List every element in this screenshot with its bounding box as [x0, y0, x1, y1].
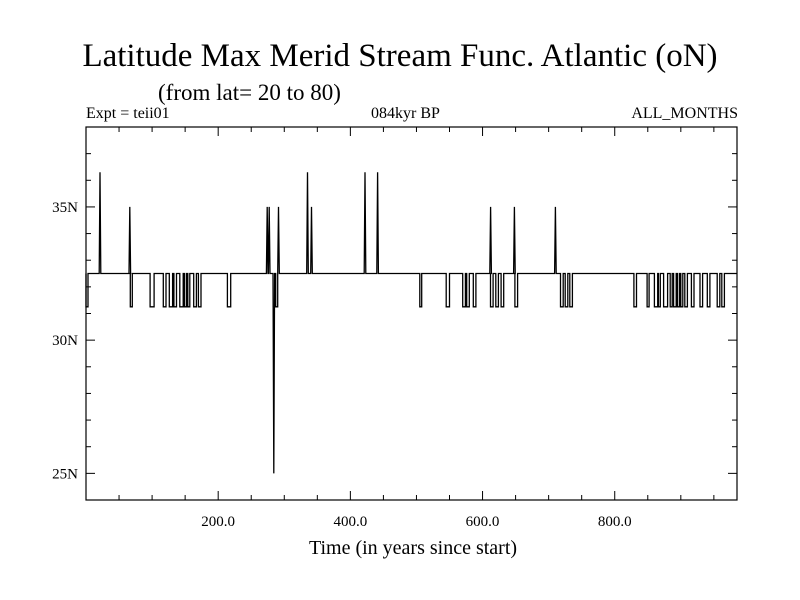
x-tick-label: 600.0 [466, 514, 500, 530]
x-tick-label: 400.0 [333, 514, 367, 530]
months-label: ALL_MONTHS [631, 105, 738, 122]
period-label: 084kyr BP [371, 105, 440, 122]
y-tick-label: 25N [52, 466, 78, 482]
series-line [85, 172, 737, 474]
axis-ticks [86, 126, 737, 501]
y-tick-label: 30N [52, 333, 78, 349]
plot-frame [85, 126, 738, 501]
x-axis-label: Time (in years since start) [308, 537, 518, 559]
x-tick-label: 800.0 [598, 514, 632, 530]
experiment-label: Expt = teii01 [86, 105, 170, 122]
axis-tick-labels: 200.0 400.0 600.0 800.0 25N 30N 35N [52, 200, 631, 530]
chart-title: Latitude Max Merid Stream Func. Atlantic… [82, 38, 718, 74]
x-tick-label: 200.0 [201, 514, 235, 530]
chart-subtitle: (from lat= 20 to 80) [158, 80, 341, 105]
y-tick-label: 35N [52, 200, 78, 216]
